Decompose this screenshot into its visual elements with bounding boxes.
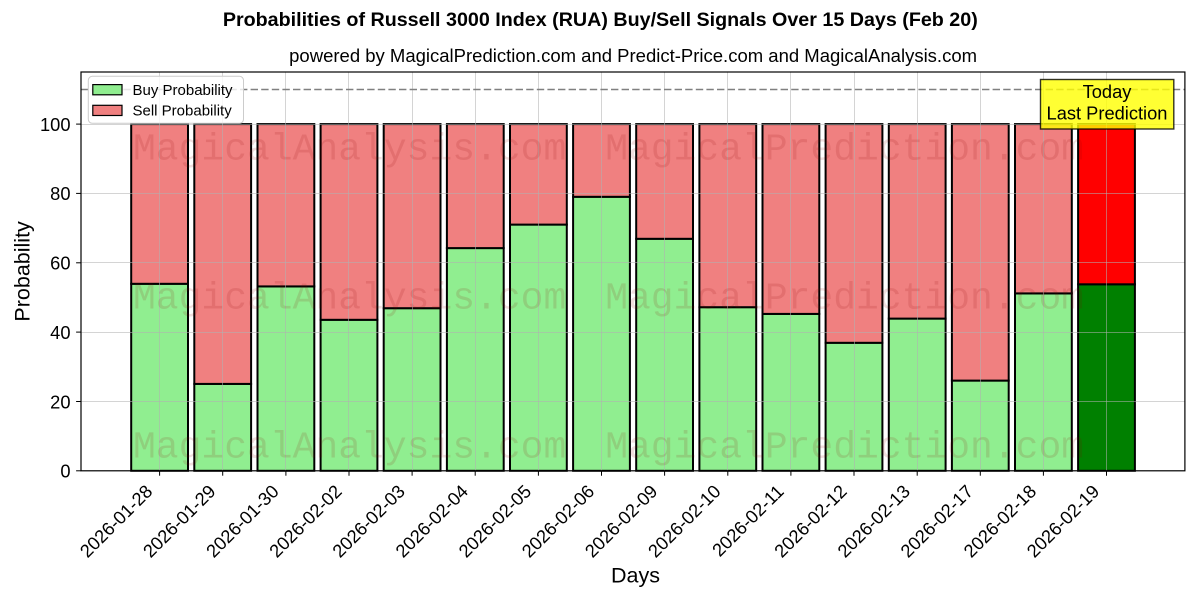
svg-text:powered by MagicalPrediction.c: powered by MagicalPrediction.com and Pre…	[289, 45, 977, 66]
svg-text:Probabilities of Russell 3000: Probabilities of Russell 3000 Index (RUA…	[223, 9, 978, 31]
svg-text:MagicalPrediction.com: MagicalPrediction.com	[605, 278, 1084, 321]
svg-text:40: 40	[50, 322, 70, 343]
svg-text:100: 100	[40, 114, 71, 135]
svg-text:Last Prediction: Last Prediction	[1047, 103, 1168, 124]
svg-text:0: 0	[60, 461, 70, 482]
svg-text:80: 80	[50, 183, 70, 204]
svg-text:MagicalAnalysis.com: MagicalAnalysis.com	[133, 129, 566, 172]
svg-text:20: 20	[50, 391, 70, 412]
svg-text:MagicalPrediction.com: MagicalPrediction.com	[605, 427, 1084, 470]
svg-text:60: 60	[50, 253, 70, 274]
svg-text:Today: Today	[1083, 81, 1133, 102]
svg-text:MagicalPrediction.com: MagicalPrediction.com	[605, 129, 1084, 172]
svg-text:Probability: Probability	[11, 221, 35, 322]
svg-text:Buy Probability: Buy Probability	[133, 82, 234, 99]
svg-text:MagicalAnalysis.com: MagicalAnalysis.com	[133, 427, 566, 470]
svg-text:MagicalAnalysis.com: MagicalAnalysis.com	[133, 278, 566, 321]
svg-text:Sell Probability: Sell Probability	[133, 103, 233, 120]
svg-text:Days: Days	[611, 564, 660, 588]
